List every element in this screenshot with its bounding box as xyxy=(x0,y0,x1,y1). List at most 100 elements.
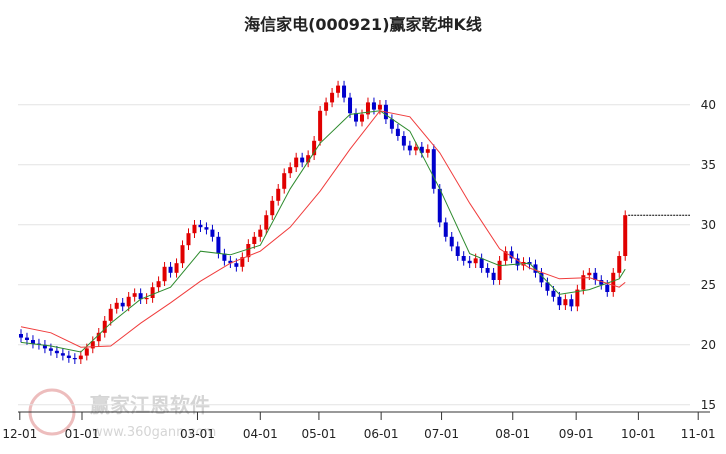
candle-body xyxy=(539,272,544,283)
candle-body xyxy=(479,258,484,268)
candle-body xyxy=(581,275,586,290)
y-tick-label: 35 xyxy=(701,158,716,172)
candle-body xyxy=(162,266,167,282)
candle-body xyxy=(389,119,394,129)
candle-body xyxy=(587,272,592,276)
candle-body xyxy=(617,256,622,273)
candle-body xyxy=(156,281,161,288)
candle-body xyxy=(228,260,233,264)
x-tick-label: 10-01 xyxy=(621,427,656,441)
candle-body xyxy=(246,244,251,258)
candle-body xyxy=(198,224,203,228)
candle-body xyxy=(114,302,119,309)
candle-body xyxy=(42,344,47,349)
watermark-url: www.360gann.com xyxy=(92,425,216,440)
candle-body xyxy=(300,157,305,163)
candle-body xyxy=(515,258,520,266)
candle-body xyxy=(401,136,406,146)
candle-body xyxy=(605,284,610,292)
candle-body xyxy=(30,340,35,344)
candle-body xyxy=(222,253,227,261)
candle-body xyxy=(503,251,508,261)
candle-body xyxy=(180,245,185,264)
candle-body xyxy=(18,334,23,338)
candle-body xyxy=(276,188,281,201)
candle-body xyxy=(599,280,604,285)
candle-body xyxy=(90,341,95,349)
candle-body xyxy=(78,355,83,360)
candle-body xyxy=(264,215,269,230)
candle-body xyxy=(497,260,502,280)
candle-body xyxy=(48,348,53,351)
candle-body xyxy=(371,102,376,110)
candle-body xyxy=(533,264,538,273)
chart-title: 海信家电(000921)赢家乾坤K线 xyxy=(244,15,482,34)
candle-body xyxy=(569,299,574,307)
candle-body xyxy=(108,308,113,321)
candle-body xyxy=(150,287,155,298)
candle-body xyxy=(282,173,287,189)
candle-body xyxy=(491,272,496,280)
candle-body xyxy=(467,260,472,264)
candle-body xyxy=(473,258,478,264)
candle-body xyxy=(413,146,418,151)
candle-body xyxy=(204,227,209,230)
candle-body xyxy=(330,92,335,103)
candle-body xyxy=(455,246,460,256)
candle-body xyxy=(611,272,616,292)
candle-body xyxy=(623,215,628,256)
candle-body xyxy=(425,149,430,153)
candle-body xyxy=(258,229,263,237)
candle-body xyxy=(336,85,341,93)
candle-body xyxy=(509,251,514,259)
candle-body xyxy=(54,350,59,354)
candle-body xyxy=(66,355,71,358)
candle-body xyxy=(437,188,442,223)
x-tick-label: 04-01 xyxy=(243,427,278,441)
candle-body xyxy=(395,128,400,136)
candle-body xyxy=(551,290,556,297)
candle-body xyxy=(102,320,107,333)
candle-body xyxy=(312,140,317,156)
x-tick-label: 07-01 xyxy=(424,427,459,441)
candle-body xyxy=(431,149,436,189)
candle-body xyxy=(419,146,424,153)
candle-body xyxy=(138,293,143,300)
candle-body xyxy=(72,358,77,360)
candle-body xyxy=(563,299,568,306)
candle-body xyxy=(216,236,221,254)
candle-body xyxy=(449,236,454,247)
candle-body xyxy=(240,257,245,267)
candle-body xyxy=(210,229,215,237)
moving-average-line xyxy=(20,110,626,353)
candle-body xyxy=(60,353,65,356)
candle-body xyxy=(443,222,448,237)
candle-body xyxy=(144,298,149,300)
x-tick-label: 11-01 xyxy=(681,427,716,441)
candle-body xyxy=(377,104,382,110)
candle-body xyxy=(252,236,257,244)
candle-body xyxy=(575,289,580,307)
candle-body xyxy=(294,157,299,168)
candle-body xyxy=(132,293,137,297)
candle-body xyxy=(324,102,329,111)
candle-body xyxy=(318,110,323,141)
candle-body xyxy=(186,233,191,246)
candle-body xyxy=(84,348,89,356)
candle-body xyxy=(461,256,466,261)
y-tick-label: 20 xyxy=(701,338,716,352)
x-tick-label: 09-01 xyxy=(559,427,594,441)
x-tick-label: 03-01 xyxy=(180,427,215,441)
moving-average-line xyxy=(20,110,626,348)
candle-body xyxy=(270,200,275,216)
y-tick-label: 25 xyxy=(701,278,716,292)
candle-body xyxy=(192,224,197,234)
candle-body xyxy=(359,114,364,122)
candle-body xyxy=(342,85,347,98)
candle-body xyxy=(485,268,490,273)
x-tick-label: 08-01 xyxy=(495,427,530,441)
candle-body xyxy=(348,97,353,114)
candle-body xyxy=(168,266,173,273)
y-tick-label: 40 xyxy=(701,98,716,112)
